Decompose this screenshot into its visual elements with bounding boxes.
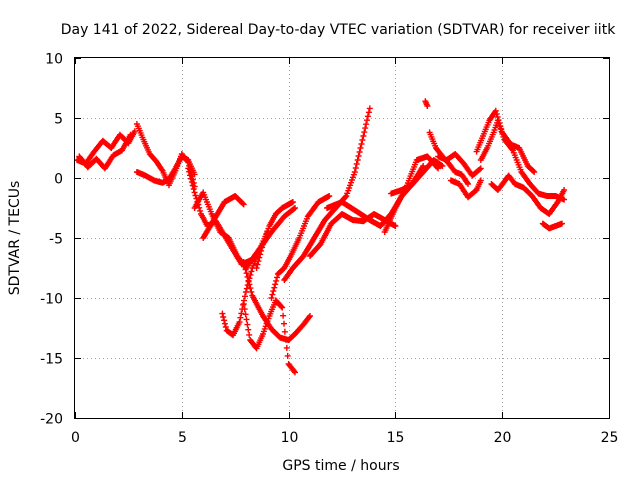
series-track-5 [185,165,256,268]
series-track-21 [447,177,484,201]
y-tick-label: -10 [40,292,63,308]
x-tick-label: 10 [281,430,299,446]
series-track-23 [477,117,568,203]
series-track-25 [539,220,565,232]
series-points [381,153,442,235]
chart-title: Day 141 of 2022, Sidereal Day-to-day VTE… [61,22,616,38]
series-track-7 [200,193,247,241]
series-points [539,220,565,232]
x-tick-label: 20 [494,430,512,446]
axis-ticks [75,58,610,419]
series-track-20 [435,151,484,179]
x-tick-label: 0 [71,430,80,446]
series-points [240,297,298,376]
x-tick-labels: 0 5 10 15 20 25 [71,430,618,446]
y-tick-label: -20 [40,412,63,428]
series-track-10 [240,297,298,376]
x-axis-label: GPS time / hours [282,458,399,474]
series-points [488,172,568,217]
series-track-17 [381,153,442,235]
series-track-18 [422,98,431,109]
x-tick-label: 15 [387,430,405,446]
series-track-12 [268,193,333,301]
series-points [253,199,296,271]
series-points [477,117,568,203]
y-tick-labels: -20 -15 -10 -5 0 5 10 [40,52,63,428]
series-track-24 [488,172,568,217]
series-points [185,165,256,268]
series-points [133,153,198,186]
plot-frame [74,57,610,419]
y-axis-label: SDTVAR / TECUs [7,181,23,296]
series-track-2 [76,131,134,172]
series-points [435,151,484,179]
y-tick-label: -5 [49,232,63,248]
y-tick-label: 10 [45,52,63,68]
y-tick-label: -15 [40,352,63,368]
series-points [268,193,333,301]
series-points [447,177,484,201]
x-tick-label: 25 [601,430,619,446]
series-points [200,193,247,241]
series-track-4 [133,153,198,186]
y-tick-label: 0 [54,172,63,188]
y-tick-label: 5 [54,112,63,128]
x-tick-label: 5 [178,430,187,446]
gridlines [75,58,609,418]
series-points [76,131,134,172]
data-points [74,98,568,376]
series-track-11 [253,199,296,271]
series-points [422,98,431,109]
